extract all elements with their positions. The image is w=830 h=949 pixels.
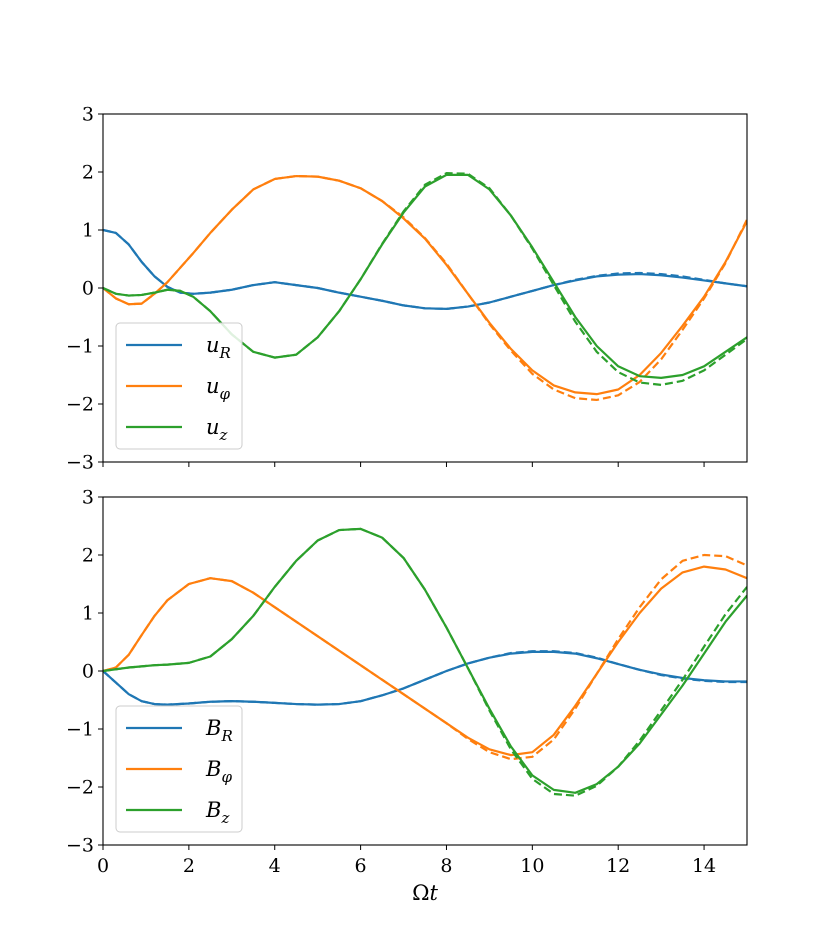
legend: uR uφ uz: [115, 322, 243, 450]
y-tick-label: −1: [66, 719, 94, 741]
series-line-0: [103, 650, 747, 706]
x-tick-label: 6: [355, 855, 367, 877]
y-tick-label: 2: [82, 545, 94, 567]
y-tick-label: 1: [82, 603, 94, 625]
y-tick-label: −3: [66, 835, 94, 857]
x-tick-label: 0: [97, 855, 109, 877]
y-tick-label: 1: [82, 220, 94, 242]
legend-label: Bφ: [205, 757, 232, 786]
y-tick-label: −3: [66, 452, 94, 474]
series-line-1: [103, 174, 747, 396]
plot-area: [103, 527, 747, 797]
y-tick-label: 2: [82, 162, 94, 184]
series-line-1: [103, 565, 747, 757]
legend-label: uR: [206, 333, 231, 362]
series-line-2: [103, 527, 747, 794]
y-tick-label: −1: [66, 336, 94, 358]
y-tick-label: 0: [82, 661, 94, 683]
x-tick-label: 8: [440, 855, 452, 877]
velocity-panel: −3 −2 −1 0 1 2 3 uR uφ uz: [66, 104, 748, 474]
legend-label: Bz: [205, 798, 229, 827]
series-line-2: [103, 173, 747, 379]
legend-label: uz: [206, 415, 228, 444]
y-tick-label: −2: [66, 777, 94, 799]
plot-area: [103, 172, 747, 402]
legend-label: uφ: [206, 374, 231, 403]
x-tick-label: 4: [269, 855, 281, 877]
y-tick-label: 3: [82, 487, 94, 509]
series-line-dashed-0: [103, 228, 747, 310]
legend: BR Bφ Bz: [115, 705, 243, 833]
x-tick-label: 12: [606, 855, 630, 877]
y-tick-label: 0: [82, 278, 94, 300]
y-tick-label: −2: [66, 394, 94, 416]
series-line-0: [103, 228, 747, 310]
x-tick-label: 14: [692, 855, 716, 877]
x-axis-label: Ωt: [412, 881, 438, 905]
x-tick-label: 2: [183, 855, 195, 877]
legend-label: BR: [205, 716, 233, 745]
y-tick-label: 3: [82, 104, 94, 126]
x-tick-label: 10: [520, 855, 544, 877]
